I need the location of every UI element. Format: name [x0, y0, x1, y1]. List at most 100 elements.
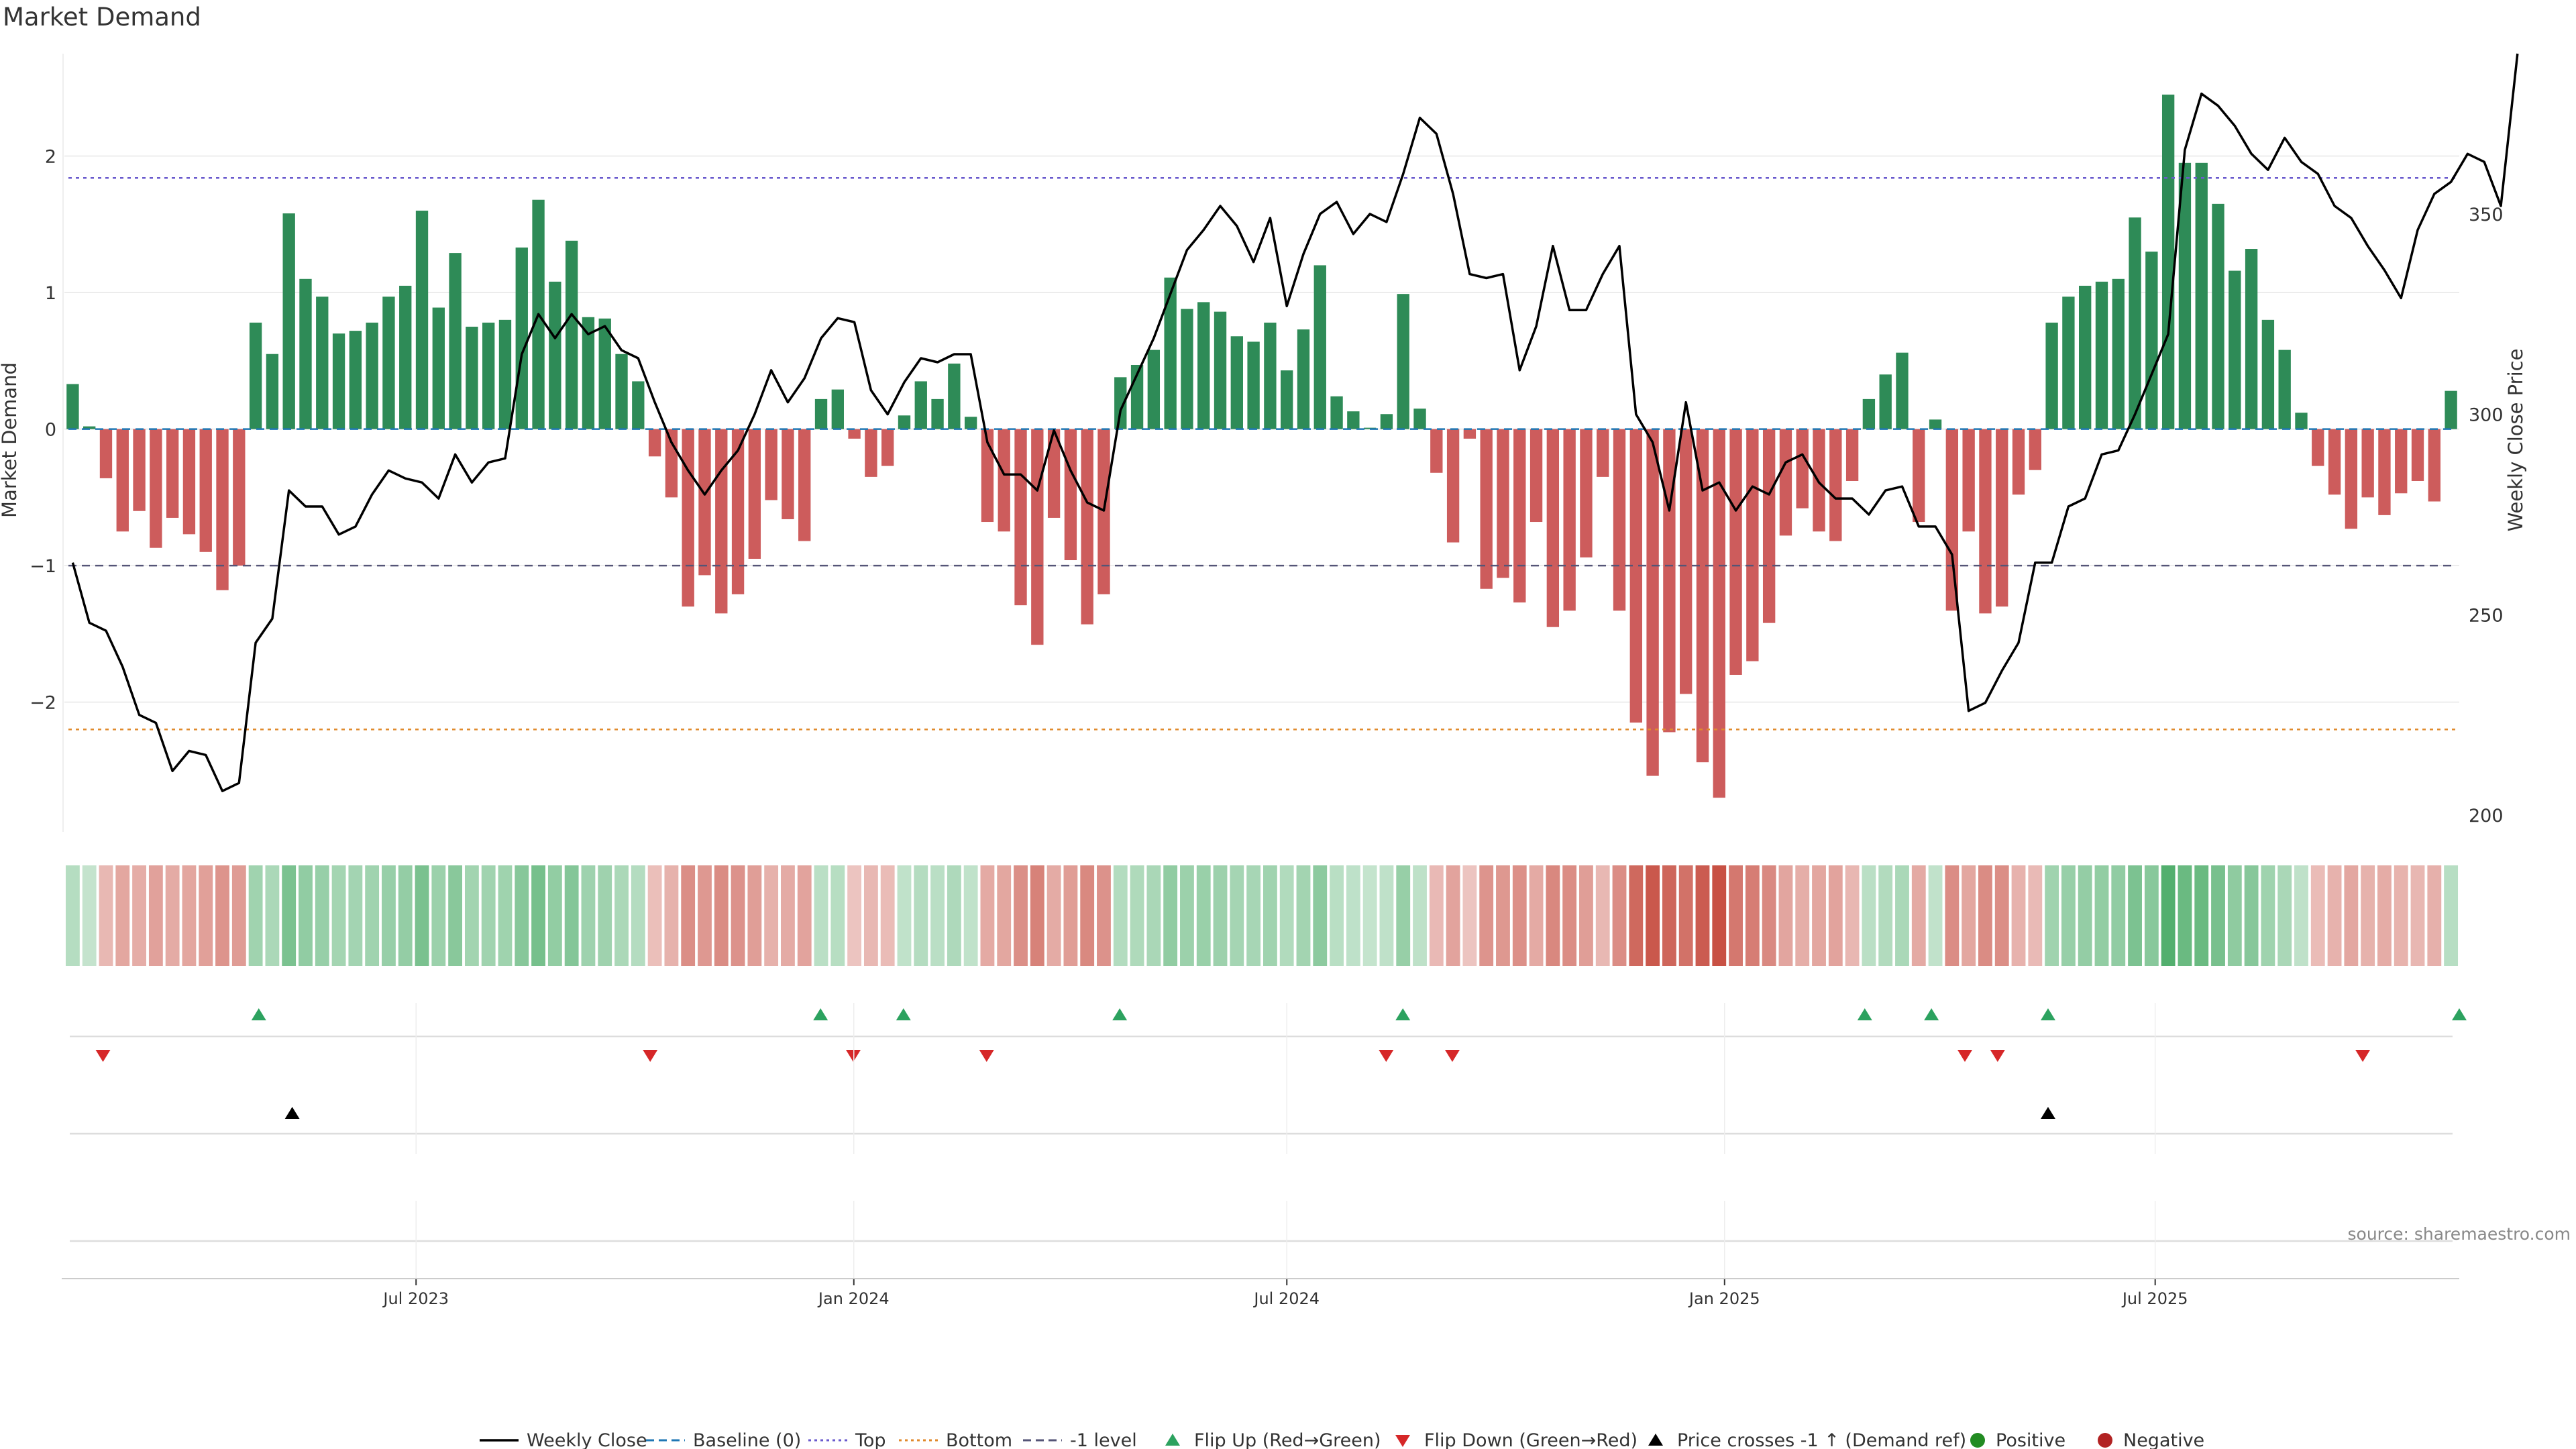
demand-bar-negative [715, 429, 728, 614]
heat-cell [2361, 865, 2375, 966]
demand-bar-negative [1646, 429, 1659, 776]
demand-bar-negative [765, 429, 777, 500]
demand-bar-negative [865, 429, 877, 477]
demand-bar-negative [1962, 429, 1975, 532]
heat-cell [2310, 865, 2325, 966]
demand-bar-negative [1696, 429, 1709, 763]
demand-bar-negative [1779, 429, 1792, 536]
demand-bar-positive [415, 211, 429, 429]
demand-bar-negative [1829, 429, 1842, 541]
demand-bar-positive [1264, 322, 1277, 429]
demand-bar-negative [798, 429, 811, 541]
demand-bar-negative [2345, 429, 2358, 529]
y-tick-label: −1 [30, 556, 56, 577]
weekly-close-line [71, 53, 2519, 792]
demand-bar-negative [2012, 429, 2025, 495]
demand-bar-positive [2245, 249, 2258, 429]
heat-cell [1180, 865, 1194, 966]
heat-cell [614, 865, 629, 966]
demand-bar-positive [2062, 297, 2075, 429]
heat-cell [1413, 865, 1427, 966]
demand-bar-negative [1563, 429, 1576, 611]
x-tick-label: Jul 2024 [1252, 1289, 1320, 1308]
demand-bar-negative [648, 429, 661, 457]
demand-bar-negative [1463, 429, 1477, 439]
heat-cell [2094, 865, 2109, 966]
heat-cell [1196, 865, 1211, 966]
demand-bar-positive [632, 381, 645, 429]
heat-cell [132, 865, 146, 966]
heat-cell [564, 865, 579, 966]
demand-bar-positive [1164, 277, 1177, 429]
heat-cell [581, 865, 596, 966]
demand-bar-positive [498, 319, 512, 429]
heat-cell [398, 865, 413, 966]
heat-cell [1729, 865, 1743, 966]
flip-down-marker [95, 1050, 111, 1062]
demand-bar-positive [382, 297, 395, 429]
heat-cell [1994, 865, 2009, 966]
demand-bar-positive [515, 247, 528, 429]
heat-cell [2078, 865, 2092, 966]
demand-bar-positive [1347, 411, 1360, 429]
demand-bar-positive [2095, 281, 2108, 429]
demand-bar-positive [1330, 396, 1343, 429]
demand-bar-negative [698, 429, 711, 576]
demand-bar-positive [1879, 374, 1892, 429]
heat-cell [481, 865, 496, 966]
y-tick-label: −2 [30, 693, 56, 714]
demand-bar-positive [2229, 270, 2241, 429]
y2-axis-label: Weekly Close Price [2504, 349, 2527, 532]
demand-bar-negative [133, 429, 146, 511]
heat-cell [415, 865, 429, 966]
legend-label: Price crosses -1 ↑ (Demand ref) [1677, 1430, 1966, 1449]
heat-cell [1646, 865, 1660, 966]
heat-cell [531, 865, 545, 966]
heat-cell [1795, 865, 1810, 966]
demand-bar-negative [998, 429, 1010, 532]
heat-cell [1429, 865, 1444, 966]
demand-bar-positive [249, 322, 262, 429]
heat-cell [1762, 865, 1776, 966]
demand-bar-positive [482, 322, 495, 429]
demand-bar-positive [366, 322, 378, 429]
heat-cell [282, 865, 297, 966]
heat-cell [747, 865, 762, 966]
demand-bar-positive [2112, 278, 2125, 429]
heat-cell [698, 865, 712, 966]
demand-bar-negative [1729, 429, 1742, 675]
heat-cell [2277, 865, 2292, 966]
heat-cell [299, 865, 313, 966]
demand-bar-negative [2411, 429, 2424, 481]
heat-cell [2194, 865, 2209, 966]
demand-bar-positive [332, 333, 345, 429]
flip-up-marker [251, 1008, 266, 1020]
demand-bar-negative [216, 429, 229, 590]
heat-cell [2061, 865, 2076, 966]
heat-cell [797, 865, 812, 966]
demand-bar-negative [1031, 429, 1044, 645]
heat-cell [2394, 865, 2408, 966]
demand-bar-positive [1147, 350, 1161, 429]
heat-cell [2444, 865, 2459, 966]
y2-tick-label: 250 [2469, 605, 2504, 626]
x-axis: Jul 2023 Jan 2024 Jul 2024 Jan 2025 Jul 2025 [62, 1003, 2459, 1308]
demand-bar-positive [1214, 311, 1227, 429]
demand-bar-positive [931, 398, 944, 429]
demand-bar-positive [66, 384, 79, 429]
heat-cell [830, 865, 845, 966]
legend-key-triangle-up [1648, 1434, 1663, 1446]
demand-bar-positive [1114, 377, 1127, 429]
legend-label: Negative [2123, 1430, 2204, 1449]
demand-bar-negative [1430, 429, 1443, 473]
heat-cell [182, 865, 197, 966]
demand-bar-negative [2378, 429, 2391, 515]
demand-bar-positive [1281, 370, 1293, 429]
flip-markers-panel [70, 1008, 2467, 1062]
heat-cell [2327, 865, 2342, 966]
demand-bar-negative [1480, 429, 1493, 589]
heat-cell [1462, 865, 1477, 966]
heat-cell [1529, 865, 1544, 966]
heat-cell [1330, 865, 1344, 966]
heat-cell [781, 865, 795, 966]
